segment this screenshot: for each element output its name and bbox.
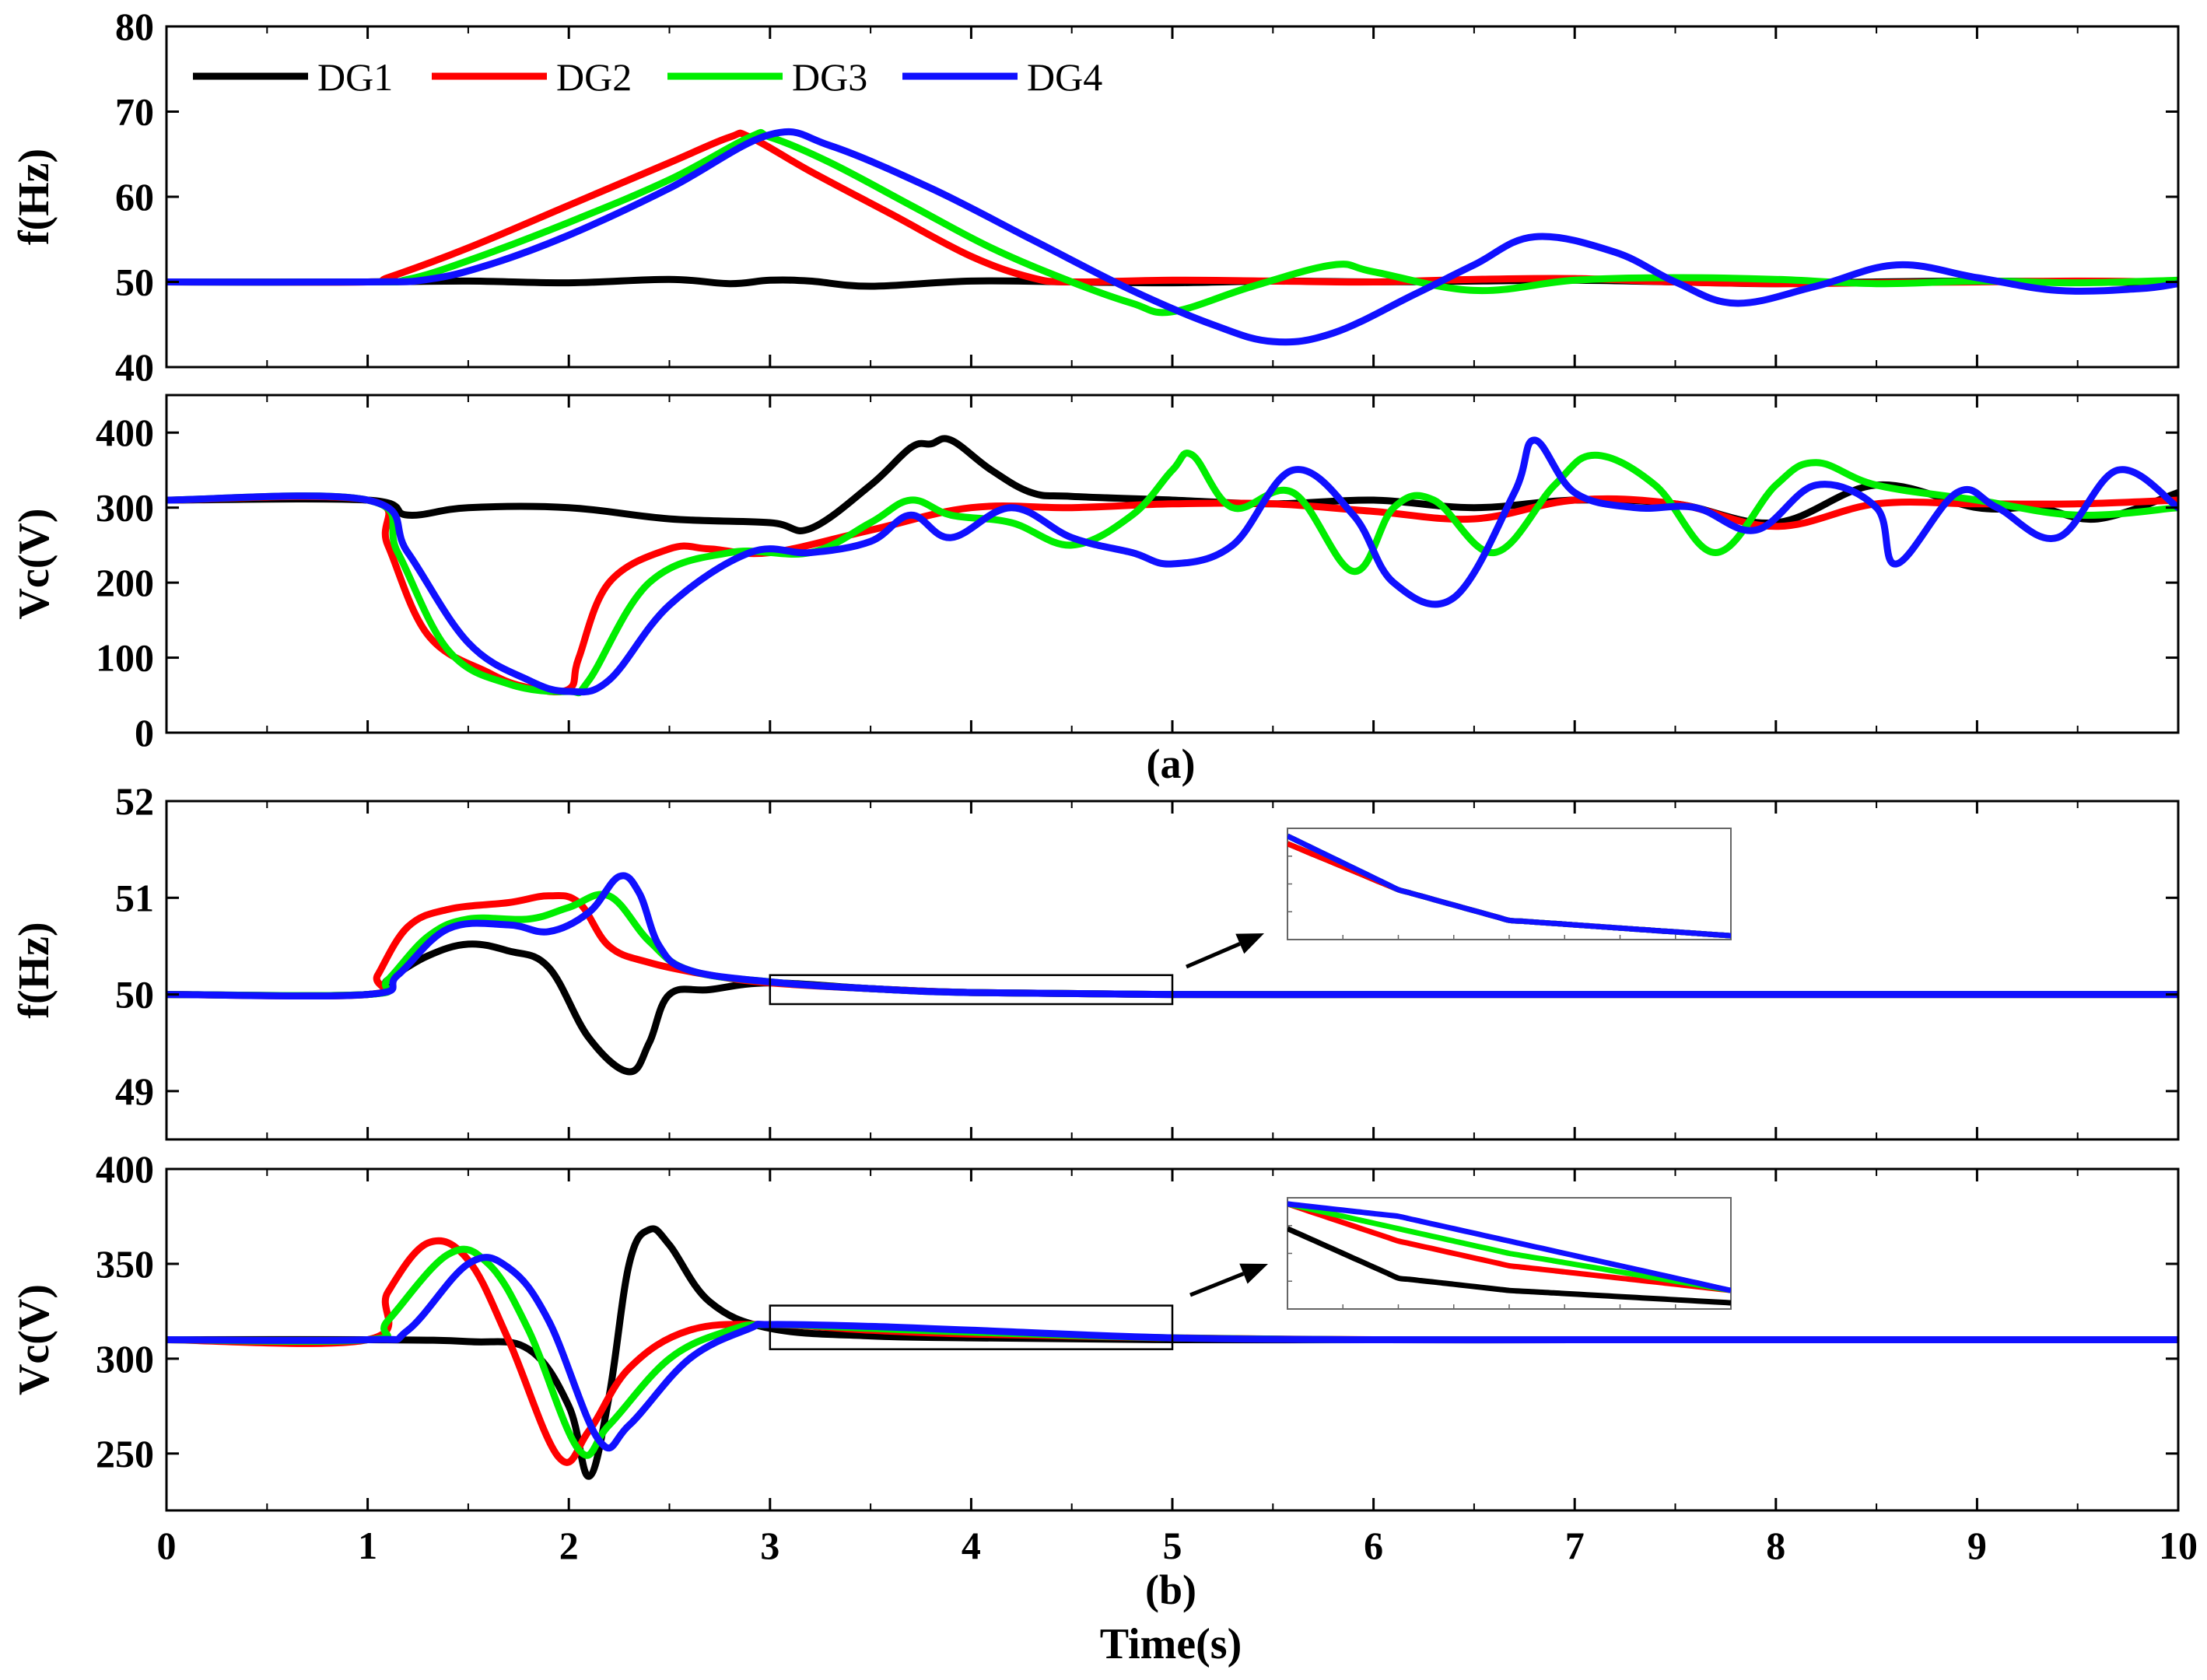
y-tick-label: 51 bbox=[115, 876, 154, 919]
y-axis-label: Vc(V) bbox=[10, 1284, 58, 1395]
zoom-arrow-shaft bbox=[1189, 1272, 1245, 1297]
y-axis-label: Vc(V) bbox=[10, 508, 58, 619]
series-group bbox=[166, 435, 2178, 697]
series-group bbox=[166, 128, 2178, 346]
x-tick-label: 6 bbox=[1364, 1524, 1383, 1567]
zoom-region-box bbox=[769, 1304, 1174, 1350]
y-tick-label: 60 bbox=[115, 175, 154, 219]
series-line-dg1 bbox=[166, 435, 2178, 534]
legend: DG1 DG2 DG3 DG4 bbox=[193, 55, 1102, 99]
y-tick-label: 49 bbox=[115, 1069, 154, 1113]
y-tick-label: 70 bbox=[115, 90, 154, 134]
zoom-inset bbox=[1186, 828, 1732, 969]
inset-series-group bbox=[1287, 1201, 1731, 1306]
series-line-dg3 bbox=[166, 128, 2178, 317]
y-tick-label: 350 bbox=[96, 1242, 154, 1286]
panel-b-freq: 49 50 51 52 f(Hz) bbox=[10, 779, 2180, 1141]
legend-label-dg2: DG2 bbox=[556, 55, 632, 99]
x-tick-label: 5 bbox=[1163, 1524, 1182, 1567]
y-tick-label: 100 bbox=[96, 636, 154, 680]
inset-line-dg2 bbox=[1287, 1201, 1731, 1293]
y-axis-label: f(Hz) bbox=[10, 149, 58, 245]
x-tick-label: 1 bbox=[358, 1524, 377, 1567]
x-axis-label: Time(s) bbox=[1100, 1620, 1242, 1668]
x-tick-label: 4 bbox=[962, 1524, 981, 1567]
x-tick-label: 10 bbox=[2159, 1524, 2198, 1567]
x-tick-label: 3 bbox=[760, 1524, 779, 1567]
inset-line-dg4 bbox=[1287, 1201, 1731, 1293]
caption-b: (b) bbox=[1145, 1566, 1196, 1613]
y-tick-label: 80 bbox=[115, 5, 154, 48]
y-tick-label: 400 bbox=[96, 411, 154, 454]
panel-a-freq: 40 50 60 70 80 f(Hz) DG1 DG2 DG3 DG4 bbox=[10, 5, 2180, 389]
zoom-arrow-head bbox=[1235, 933, 1264, 954]
panel-b-volt: 0 1 2 3 4 5 6 7 8 9 10 250 300 350 400 Vc(V) bbox=[10, 1147, 2198, 1567]
legend-label-dg3: DG3 bbox=[792, 55, 867, 99]
series-line-dg2 bbox=[166, 492, 2178, 696]
inset-line-dg4 bbox=[1287, 833, 1731, 939]
x-tick-label: 9 bbox=[1967, 1524, 1987, 1567]
legend-label-dg1: DG1 bbox=[317, 55, 393, 99]
inset-line-dg1 bbox=[1287, 1226, 1731, 1306]
y-axis-label: f(Hz) bbox=[10, 922, 58, 1018]
zoom-region-box bbox=[769, 974, 1174, 1006]
x-tick-label: 0 bbox=[157, 1524, 177, 1567]
series-line-dg4 bbox=[166, 128, 2178, 346]
y-tick-label: 50 bbox=[115, 261, 154, 304]
x-tick-label: 8 bbox=[1766, 1524, 1785, 1567]
y-tick-label: 200 bbox=[96, 561, 154, 604]
y-tick-label: 40 bbox=[115, 345, 154, 389]
inset-series-group bbox=[1287, 833, 1731, 939]
zoom-arrow-shaft bbox=[1186, 942, 1241, 969]
series-line-dg4 bbox=[166, 436, 2178, 696]
series-group bbox=[166, 872, 2178, 1076]
y-tick-label: 50 bbox=[115, 973, 154, 1017]
series-line-dg4 bbox=[166, 872, 2178, 1000]
y-tick-label: 300 bbox=[96, 486, 154, 530]
series-line-dg4 bbox=[166, 1254, 2178, 1452]
y-tick-label: 0 bbox=[135, 711, 154, 754]
y-tick-label: 300 bbox=[96, 1337, 154, 1381]
y-tick-label: 250 bbox=[96, 1432, 154, 1475]
y-tick-label: 400 bbox=[96, 1147, 154, 1191]
inset-line-dg3 bbox=[1287, 1201, 1731, 1293]
legend-label-dg4: DG4 bbox=[1027, 55, 1102, 99]
caption-a: (a) bbox=[1147, 740, 1196, 787]
x-tick-label: 2 bbox=[559, 1524, 579, 1567]
y-tick-label: 52 bbox=[115, 779, 154, 823]
zoom-arrow-head bbox=[1239, 1263, 1268, 1284]
zoom-inset bbox=[1189, 1197, 1732, 1310]
panel-a-volt: 0 100 200 300 400 Vc(V) bbox=[10, 394, 2180, 754]
x-tick-label: 7 bbox=[1565, 1524, 1585, 1567]
